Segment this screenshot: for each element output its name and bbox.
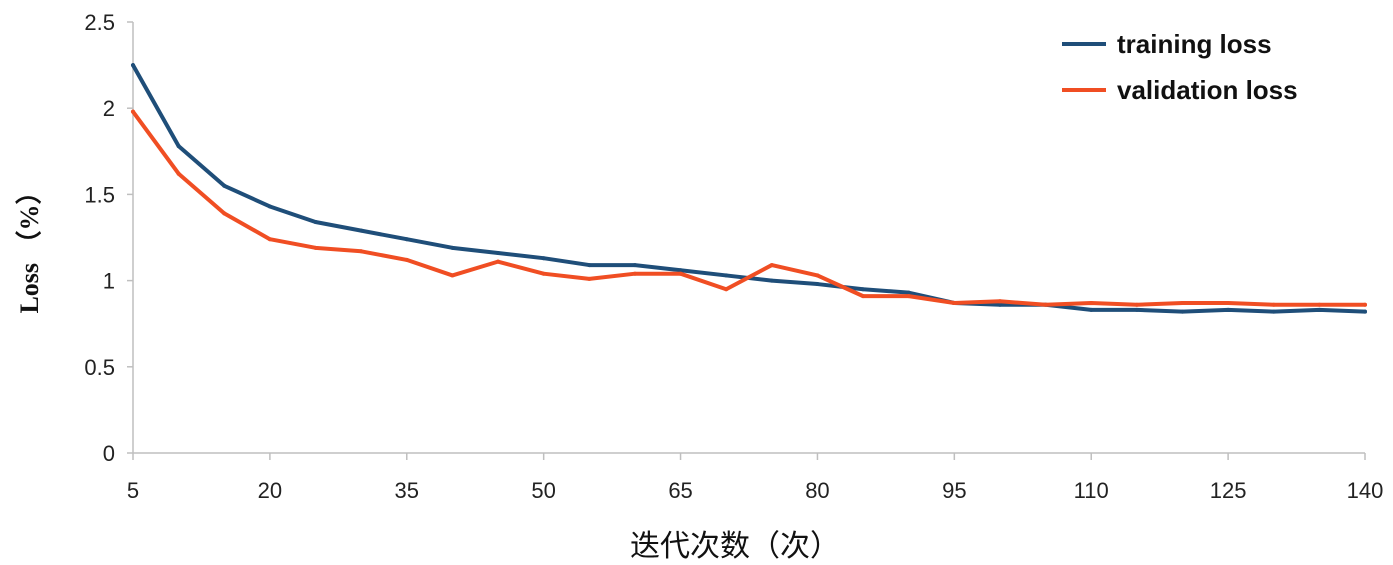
series-lines: [131, 63, 1367, 314]
data-point: [176, 144, 181, 149]
x-tick-label: 125: [1210, 478, 1247, 503]
data-point: [1317, 307, 1322, 312]
data-point: [404, 237, 409, 242]
data-point: [222, 183, 227, 188]
y-tick-label: 0.5: [84, 355, 115, 380]
data-point: [861, 294, 866, 299]
legend: training loss validation loss: [1062, 29, 1298, 105]
x-tick-label: 5: [127, 478, 139, 503]
x-tick-label: 20: [258, 478, 282, 503]
data-point: [815, 273, 820, 278]
data-point: [1134, 307, 1139, 312]
legend-label: training loss: [1117, 29, 1272, 59]
y-tick-label: 1.5: [84, 182, 115, 207]
y-tick-label: 2: [103, 96, 115, 121]
x-tick-label: 140: [1347, 478, 1384, 503]
data-point: [131, 63, 135, 68]
data-point: [1363, 309, 1367, 314]
legend-label: validation loss: [1117, 75, 1298, 105]
data-point: [997, 302, 1002, 307]
data-point: [359, 249, 364, 254]
data-point: [769, 263, 774, 268]
data-point: [450, 245, 455, 250]
y-tick-label: 0: [103, 441, 115, 466]
data-point: [906, 294, 911, 299]
data-point: [1271, 302, 1276, 307]
x-tick-label: 110: [1074, 478, 1109, 503]
data-point: [815, 282, 820, 287]
data-point: [359, 228, 364, 233]
data-point: [997, 299, 1002, 304]
data-point: [176, 171, 181, 176]
data-point: [1271, 309, 1276, 314]
data-point: [1043, 302, 1048, 307]
data-point: [496, 251, 501, 256]
data-point: [587, 263, 592, 268]
data-point: [496, 259, 501, 264]
data-point: [724, 287, 729, 292]
data-point: [1317, 302, 1322, 307]
data-point: [724, 273, 729, 278]
x-tick-label: 35: [395, 478, 419, 503]
data-point: [769, 278, 774, 283]
x-tick-label: 65: [668, 478, 692, 503]
data-point: [1134, 302, 1139, 307]
data-point: [678, 268, 683, 273]
data-point: [587, 276, 592, 281]
data-point: [632, 271, 637, 276]
data-point: [1089, 301, 1094, 306]
data-point: [1180, 301, 1185, 306]
x-tick-label: 80: [805, 478, 829, 503]
data-point: [450, 273, 455, 278]
data-point: [861, 287, 866, 292]
data-point: [1180, 309, 1185, 314]
x-axis-title: 迭代次数（次）: [630, 530, 840, 563]
data-point: [1226, 301, 1231, 306]
data-point: [906, 290, 911, 295]
data-point: [313, 219, 318, 224]
data-point: [131, 109, 135, 114]
data-point: [952, 301, 957, 306]
data-point: [404, 257, 409, 262]
y-tick-label: 1: [103, 269, 115, 294]
data-point: [541, 256, 546, 261]
x-tick-label: 50: [531, 478, 555, 503]
data-point: [1363, 302, 1367, 307]
y-axis-title: Loss （%）: [15, 178, 44, 313]
series-line-validation-loss: [131, 109, 1367, 307]
data-point: [541, 271, 546, 276]
data-point: [632, 263, 637, 268]
axes: 0 0.5 1 1.5 2 2.5 5 20 35 50 65 80 95 110 125 140: [84, 10, 1383, 503]
data-point: [1089, 307, 1094, 312]
data-point: [313, 245, 318, 250]
data-point: [678, 271, 683, 276]
x-tick-label: 95: [942, 478, 966, 503]
data-point: [267, 204, 272, 209]
y-tick-label: 2.5: [84, 10, 115, 35]
data-point: [1226, 307, 1231, 312]
data-point: [267, 237, 272, 242]
data-point: [222, 211, 227, 216]
